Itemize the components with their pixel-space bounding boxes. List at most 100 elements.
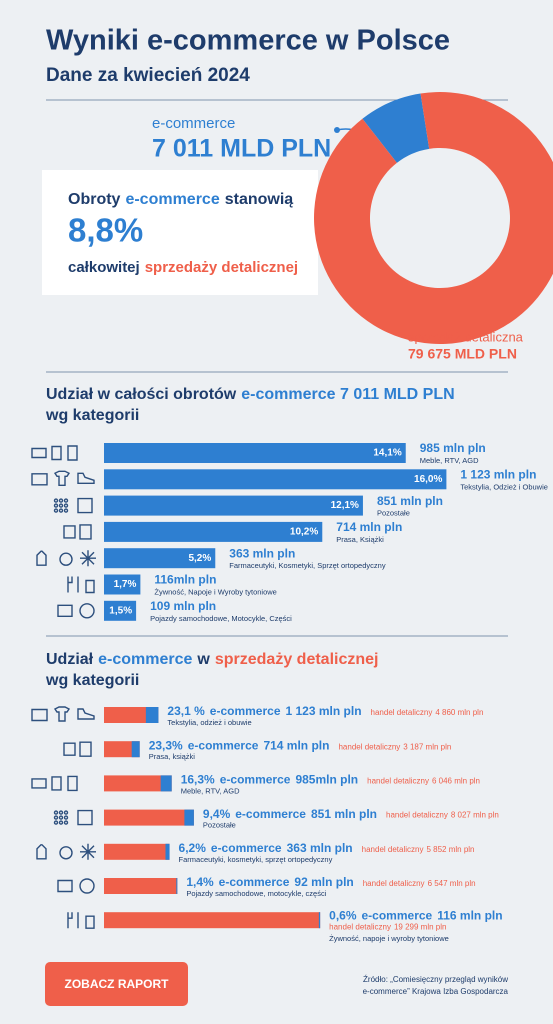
- inline-text: 23,3%: [149, 738, 183, 752]
- category: Tekstylia, odzież i obuwie: [167, 718, 251, 727]
- inline-text: handel detaliczny: [371, 708, 433, 717]
- icon: [85, 579, 95, 594]
- inline-text: Obroty: [68, 191, 121, 208]
- retail-bar: [104, 843, 170, 860]
- bar-value: 14,1%: [373, 448, 401, 459]
- inline-text: 3 187 mln pln: [403, 742, 451, 751]
- inline-text: 116 mln pln: [437, 908, 502, 922]
- amount: 363 mln pln: [229, 546, 295, 560]
- inline-text: handel detaliczny: [362, 845, 424, 854]
- button-label[interactable]: ZOBACZ RAPORT: [65, 977, 170, 991]
- category: Pojazdy samochodowe, Motocykle, Części: [150, 614, 292, 623]
- category: Farmaceutyki, Kosmetyki, Sprzęt ortopedy…: [229, 561, 386, 570]
- retail-bar: [104, 878, 178, 894]
- inline-text: sprzedaży detalicznej: [215, 651, 379, 668]
- connector-dot: [334, 127, 340, 133]
- icon: [36, 844, 47, 860]
- retail-bar: [104, 775, 172, 792]
- icon: [53, 820, 59, 825]
- inline-text: e-commerce: [98, 651, 192, 668]
- icon: [53, 810, 59, 815]
- icon: [53, 508, 59, 513]
- category: Meble, RTV, AGD: [420, 456, 479, 465]
- inline-text: 5 852 mln pln: [426, 845, 474, 854]
- inline-text: Udział w całości obrotów: [46, 386, 237, 403]
- icon: [57, 879, 73, 893]
- ecommerce-bar: [145, 707, 159, 723]
- ecommerce-bar: [176, 878, 178, 894]
- retail-bar: [104, 912, 321, 929]
- inline-text: sprzedaży detalicznej: [145, 259, 298, 276]
- icon: [51, 776, 62, 791]
- report-button[interactable]: [45, 962, 188, 1006]
- icon: [58, 498, 64, 503]
- inline-text: 1,4%: [186, 875, 214, 889]
- icon: [77, 708, 95, 720]
- icon: [58, 503, 64, 508]
- amount: 109 mln pln: [150, 599, 216, 613]
- inline-text: 92 mln pln: [294, 875, 353, 889]
- inline-text: w: [196, 651, 210, 668]
- icon: [63, 503, 69, 508]
- icon: [59, 846, 73, 860]
- inline-text: handel detaliczny: [329, 922, 391, 931]
- icon: [79, 603, 95, 619]
- inline-text: 1 123 mln pln: [286, 704, 362, 718]
- title: Wyniki e-commerce w Polsce: [46, 25, 450, 57]
- category: Tekstylia, Odzież i Obuwie: [460, 482, 548, 491]
- inline-text: 9,4%: [203, 807, 231, 821]
- inline-text: e-commerce: [235, 807, 306, 821]
- icon: [58, 815, 64, 820]
- icon: [79, 741, 92, 757]
- ecommerce-bar: [165, 843, 170, 860]
- inline-text: 4 860 mln pln: [435, 708, 483, 717]
- icon: [67, 912, 79, 929]
- inline-text: handel detaliczny: [386, 811, 448, 820]
- icon: [67, 445, 78, 461]
- icon: [63, 820, 69, 825]
- icon: [85, 915, 95, 929]
- inline-text: e-commerce: [219, 875, 290, 889]
- icon: [53, 503, 59, 508]
- inline-text: e-commerce: [220, 773, 291, 787]
- icon: [63, 815, 69, 820]
- inline-text: handel detaliczny: [367, 777, 429, 786]
- inline-text: handel detaliczny: [363, 879, 425, 888]
- bar: [104, 443, 406, 463]
- bar-value: 16,0%: [414, 474, 442, 485]
- bar: [104, 495, 363, 516]
- inline-text: 16,3%: [181, 773, 215, 787]
- icon: [31, 473, 48, 486]
- category: Farmaceutyki, kosmetyki, sprzęt ortopedy…: [179, 855, 333, 864]
- bar-value: 1,7%: [114, 579, 137, 590]
- section-title: wg kategorii: [45, 672, 139, 689]
- inline-text: 23,1 %: [167, 704, 205, 718]
- inline-text: Udział: [46, 651, 94, 668]
- amount: 985 mln pln: [420, 441, 486, 455]
- icon: [77, 809, 93, 826]
- inline-text: 6 547 mln pln: [428, 879, 476, 888]
- icon: [63, 508, 69, 513]
- icon: [57, 604, 73, 617]
- icon: [59, 552, 73, 566]
- slice-value: 79 675 MLD PLN: [408, 346, 517, 362]
- icon: [53, 706, 71, 722]
- share-text: 8,8%: [68, 212, 143, 249]
- section-title: wg kategorii: [45, 407, 139, 424]
- icon: [63, 742, 76, 756]
- inline-text: 19 299 mln pln: [394, 922, 446, 931]
- bar: [104, 574, 141, 595]
- category: Meble, RTV, AGD: [181, 786, 240, 795]
- slice-label: e-commerce: [152, 115, 235, 132]
- slice-label: sprzedaż detaliczna: [408, 329, 524, 344]
- ecommerce-bar: [318, 912, 321, 929]
- icon: [80, 550, 96, 567]
- inline-text: 851 mln pln: [311, 807, 377, 821]
- icon: [58, 508, 64, 513]
- bar: [104, 548, 216, 569]
- donut-slice: [362, 93, 430, 163]
- inline-text: 714 mln pln: [263, 738, 329, 752]
- icon: [58, 810, 64, 815]
